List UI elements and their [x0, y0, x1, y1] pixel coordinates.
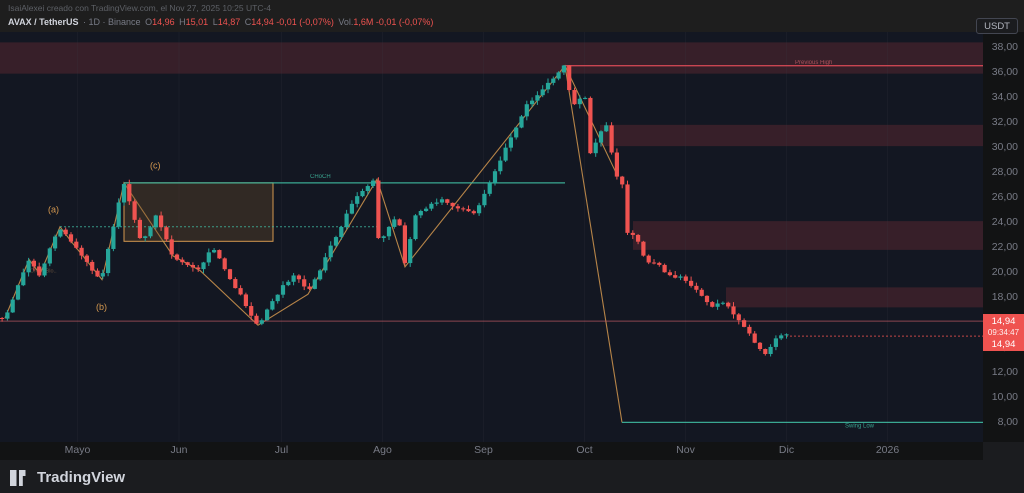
svg-text:(b): (b) — [96, 302, 107, 312]
svg-text:CHoCH: CHoCH — [310, 174, 331, 180]
svg-text:Previous High: Previous High — [795, 60, 832, 66]
svg-text:(c): (c) — [150, 161, 161, 171]
svg-text:Swing Low: Swing Low — [845, 423, 875, 429]
svg-text:(a): (a) — [48, 204, 59, 214]
